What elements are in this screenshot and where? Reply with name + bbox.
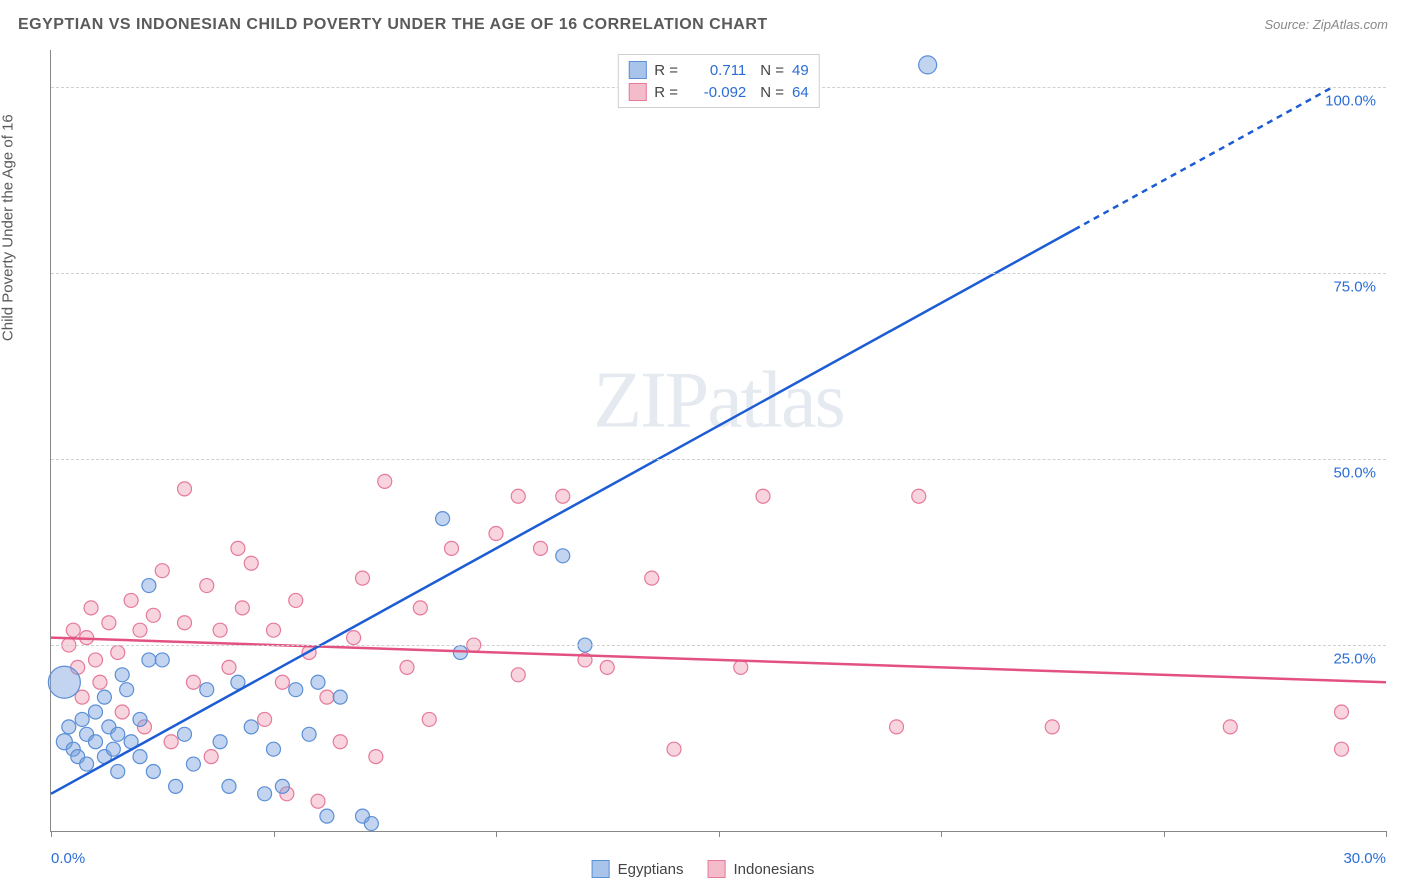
x-tick-label-left: 0.0% <box>51 850 85 867</box>
scatter-svg <box>51 50 1386 831</box>
x-tick <box>1386 831 1387 837</box>
x-tick <box>274 831 275 837</box>
y-tick-label: 100.0% <box>1325 93 1376 110</box>
x-tick <box>941 831 942 837</box>
series-legend: Egyptians Indonesians <box>592 860 815 878</box>
chart-title: EGYPTIAN VS INDONESIAN CHILD POVERTY UND… <box>18 16 768 34</box>
x-tick <box>496 831 497 837</box>
r-value-egyptians: 0.711 <box>690 62 746 79</box>
swatch-egyptians <box>628 61 646 79</box>
gridline <box>51 459 1386 460</box>
x-tick-label-right: 30.0% <box>1343 850 1386 867</box>
r-value-indonesians: -0.092 <box>690 84 746 101</box>
chart-plot-area: ZIPatlas R = 0.711 N = 49 R = -0.092 N =… <box>50 50 1386 832</box>
chart-source: Source: ZipAtlas.com <box>1264 17 1388 32</box>
x-tick <box>51 831 52 837</box>
x-tick <box>719 831 720 837</box>
swatch-indonesians <box>707 860 725 878</box>
correlation-row-indonesians: R = -0.092 N = 64 <box>628 81 808 103</box>
gridline <box>51 273 1386 274</box>
n-value-indonesians: 64 <box>792 84 809 101</box>
legend-label-indonesians: Indonesians <box>733 861 814 878</box>
gridline <box>51 645 1386 646</box>
y-axis-label: Child Poverty Under the Age of 16 <box>0 114 17 341</box>
swatch-egyptians <box>592 860 610 878</box>
legend-item-egyptians: Egyptians <box>592 860 684 878</box>
y-tick-label: 75.0% <box>1333 279 1376 296</box>
legend-label-egyptians: Egyptians <box>618 861 684 878</box>
n-value-egyptians: 49 <box>792 62 809 79</box>
legend-item-indonesians: Indonesians <box>707 860 814 878</box>
y-tick-label: 25.0% <box>1333 651 1376 668</box>
correlation-row-egyptians: R = 0.711 N = 49 <box>628 59 808 81</box>
swatch-indonesians <box>628 83 646 101</box>
y-tick-label: 50.0% <box>1333 465 1376 482</box>
chart-header: EGYPTIAN VS INDONESIAN CHILD POVERTY UND… <box>18 16 1388 34</box>
correlation-legend: R = 0.711 N = 49 R = -0.092 N = 64 <box>617 54 819 108</box>
x-tick <box>1164 831 1165 837</box>
